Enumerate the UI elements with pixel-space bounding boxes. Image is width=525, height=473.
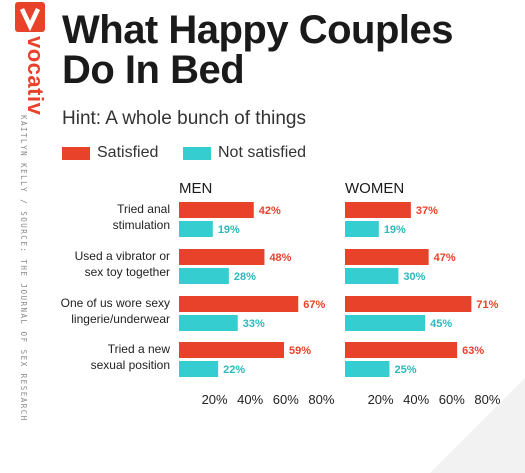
- category-label: Tried anal: [117, 202, 170, 216]
- panel-title-women: WOMEN: [345, 180, 404, 197]
- bar-not-satisfied: [345, 315, 426, 331]
- category-label: sexual position: [91, 358, 170, 372]
- data-label: 30%: [403, 271, 425, 283]
- data-label: 59%: [289, 345, 311, 357]
- bar-satisfied: [345, 202, 411, 218]
- data-label: 42%: [259, 205, 281, 217]
- data-label: 25%: [395, 364, 417, 376]
- x-tick-label: 80%: [308, 392, 334, 407]
- bar-satisfied: [345, 249, 429, 265]
- vocativ-logo: [15, 2, 45, 32]
- bar-satisfied: [179, 249, 265, 265]
- chart-title: What Happy Couples Do In Bed: [62, 8, 454, 92]
- x-tick-label: 40%: [403, 392, 429, 407]
- data-label: 47%: [434, 252, 456, 264]
- legend-swatch-satisfied: [62, 147, 90, 160]
- category-label: Used a vibrator or: [75, 249, 170, 263]
- bar-not-satisfied: [345, 361, 390, 377]
- x-tick-label: 20%: [202, 392, 228, 407]
- legend-label-satisfied: Satisfied: [97, 144, 159, 161]
- bar-satisfied: [179, 296, 299, 312]
- category-label: lingerie/underwear: [71, 312, 170, 326]
- data-label: 33%: [243, 318, 265, 330]
- bar-satisfied: [345, 342, 458, 358]
- x-tick-label: 40%: [237, 392, 263, 407]
- data-label: 45%: [430, 318, 452, 330]
- data-label: 71%: [476, 299, 498, 311]
- data-label: 22%: [223, 364, 245, 376]
- x-tick-label: 20%: [368, 392, 394, 407]
- category-label: Tried a new: [108, 342, 171, 356]
- page-corner-fold: [430, 378, 525, 473]
- legend-swatch-not-satisfied: [183, 147, 211, 160]
- bar-satisfied: [345, 296, 472, 312]
- data-label: 19%: [218, 224, 240, 236]
- category-label: stimulation: [113, 218, 170, 232]
- bar-not-satisfied: [345, 268, 399, 284]
- bar-not-satisfied: [179, 268, 229, 284]
- category-label: sex toy together: [85, 265, 170, 279]
- bar-not-satisfied: [179, 221, 213, 237]
- panel-title-men: MEN: [179, 180, 212, 197]
- category-label: One of us wore sexy: [61, 296, 170, 310]
- v-logo-icon: [19, 8, 41, 32]
- data-label: 37%: [416, 205, 438, 217]
- bar-not-satisfied: [345, 221, 379, 237]
- bar-not-satisfied: [179, 361, 219, 377]
- bar-satisfied: [179, 342, 285, 358]
- bar-satisfied: [179, 202, 254, 218]
- data-label: 19%: [384, 224, 406, 236]
- chart-subtitle: Hint: A whole bunch of things: [62, 108, 306, 129]
- data-label: 67%: [303, 299, 325, 311]
- x-tick-label: 60%: [273, 392, 299, 407]
- legend-label-not-satisfied: Not satisfied: [218, 144, 307, 161]
- data-label: 28%: [234, 271, 256, 283]
- bar-not-satisfied: [179, 315, 238, 331]
- data-label: 63%: [462, 345, 484, 357]
- data-label: 48%: [269, 252, 291, 264]
